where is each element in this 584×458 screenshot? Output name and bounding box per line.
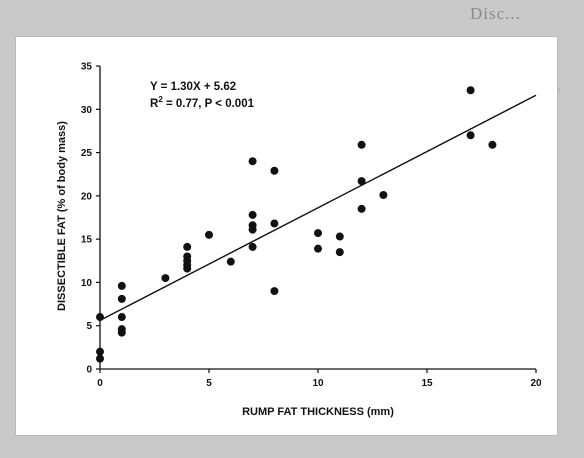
y-axis-title: DISSECTIBLE FAT (% of body mass) bbox=[56, 121, 68, 311]
data-point bbox=[205, 230, 213, 239]
x-axis-title: RUMP FAT THICKNESS (mm) bbox=[242, 406, 394, 418]
r2-superscript: 2 bbox=[158, 95, 163, 104]
r2-value: = 0.77, P < 0.001 bbox=[163, 98, 255, 110]
data-point bbox=[270, 287, 279, 296]
x-axis-ticks: 0 5 10 15 20 bbox=[97, 369, 542, 389]
regression-stats: R2 = 0.77, P < 0.001 bbox=[150, 95, 255, 110]
data-point bbox=[270, 166, 279, 175]
data-point bbox=[314, 244, 322, 253]
x-tick-label: 20 bbox=[530, 378, 542, 389]
regression-line bbox=[99, 94, 537, 321]
data-point bbox=[357, 177, 366, 186]
data-point bbox=[226, 257, 235, 266]
data-point bbox=[248, 210, 257, 219]
y-tick-label: 35 bbox=[81, 62, 93, 73]
y-tick-label: 20 bbox=[81, 191, 93, 202]
data-point bbox=[248, 221, 257, 230]
x-tick-label: 5 bbox=[206, 378, 212, 389]
data-point bbox=[117, 325, 126, 334]
data-point bbox=[466, 131, 475, 140]
data-point bbox=[466, 86, 475, 95]
data-point bbox=[117, 294, 126, 303]
data-point bbox=[488, 140, 497, 149]
y-tick-label: 25 bbox=[81, 148, 93, 159]
data-point bbox=[161, 274, 170, 283]
x-tick-label: 15 bbox=[421, 378, 433, 389]
data-point bbox=[248, 157, 257, 166]
data-point bbox=[183, 242, 192, 251]
x-tick-label: 10 bbox=[312, 378, 324, 389]
data-point bbox=[379, 190, 388, 199]
regression-equation: Y = 1.30X + 5.62 bbox=[150, 81, 236, 93]
data-point bbox=[96, 313, 104, 322]
data-point bbox=[96, 347, 104, 356]
data-points bbox=[96, 86, 497, 363]
data-point bbox=[357, 140, 366, 149]
y-tick-label: 5 bbox=[86, 321, 92, 332]
data-point bbox=[357, 204, 366, 213]
data-point bbox=[314, 229, 322, 238]
y-tick-label: 10 bbox=[81, 278, 93, 289]
data-point bbox=[96, 354, 104, 363]
y-tick-label: 15 bbox=[81, 235, 93, 246]
data-point bbox=[248, 242, 257, 251]
data-point bbox=[117, 281, 126, 290]
data-point bbox=[270, 219, 279, 228]
data-point bbox=[335, 232, 344, 241]
background-heading-fragment: Disc... bbox=[470, 4, 521, 23]
r2-label: R bbox=[150, 98, 159, 110]
x-tick-label: 0 bbox=[97, 378, 103, 389]
y-tick-label: 30 bbox=[81, 105, 93, 116]
data-point bbox=[183, 252, 192, 261]
y-tick-label: 0 bbox=[86, 365, 92, 376]
y-axis-ticks: 0 5 10 15 20 25 30 35 bbox=[81, 62, 100, 376]
data-point bbox=[335, 248, 344, 257]
data-point bbox=[117, 313, 126, 322]
